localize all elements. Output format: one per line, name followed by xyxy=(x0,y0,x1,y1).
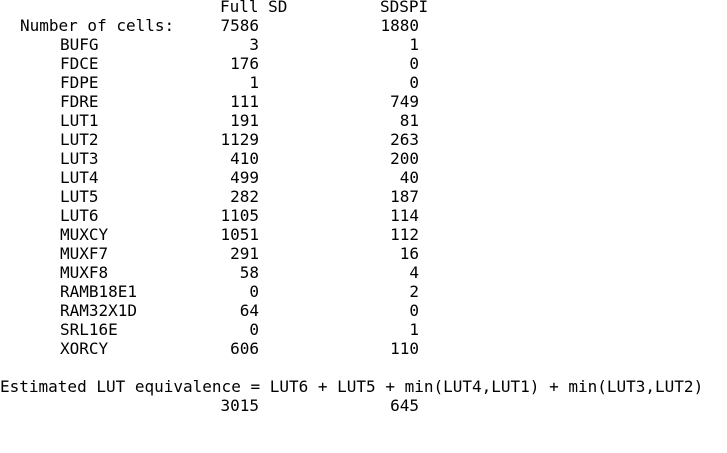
sdspi-count: 1 xyxy=(409,320,419,339)
sdspi-count: 40 xyxy=(399,168,419,187)
cell-type-name: BUFG xyxy=(60,35,99,54)
sdspi-count: 749 xyxy=(390,92,419,111)
full-sd-count: 64 xyxy=(239,301,259,320)
summary-sdspi-value: 1880 xyxy=(380,16,419,35)
sdspi-count: 81 xyxy=(399,111,419,130)
full-sd-count: 3 xyxy=(249,35,259,54)
full-sd-count: 282 xyxy=(230,187,259,206)
cell-type-name: LUT1 xyxy=(60,111,99,130)
cell-type-name: RAMB18E1 xyxy=(60,282,138,301)
cell-type-name: XORCY xyxy=(60,339,109,358)
full-sd-count: 1 xyxy=(249,73,259,92)
summary-label: Number of cells: xyxy=(20,16,175,35)
cell-type-name: RAM32X1D xyxy=(60,301,138,320)
cell-type-name: SRL16E xyxy=(60,320,118,339)
cell-type-name: LUT5 xyxy=(60,187,99,206)
cell-type-name: FDPE xyxy=(60,73,99,92)
sdspi-count: 2 xyxy=(409,282,419,301)
full-sd-count: 1105 xyxy=(220,206,259,225)
estimate-full-sd-value: 3015 xyxy=(220,396,259,415)
full-sd-count: 191 xyxy=(230,111,259,130)
sdspi-count: 0 xyxy=(409,73,419,92)
full-sd-count: 499 xyxy=(230,168,259,187)
summary-row: Number of cells: 7586 1880 xyxy=(0,16,419,35)
column-header-sdspi: SDSPI xyxy=(380,0,429,16)
column-header-full-sd: Full SD xyxy=(220,0,288,16)
sdspi-count: 114 xyxy=(390,206,419,225)
sdspi-count: 263 xyxy=(390,130,419,149)
sdspi-count: 110 xyxy=(390,339,419,358)
estimate-formula: Estimated LUT equivalence = LUT6 + LUT5 … xyxy=(0,377,704,396)
sdspi-count: 187 xyxy=(390,187,419,206)
full-sd-count: 58 xyxy=(239,263,259,282)
cell-type-name: LUT4 xyxy=(60,168,99,187)
cell-type-name: LUT2 xyxy=(60,130,99,149)
full-sd-count: 0 xyxy=(249,282,259,301)
sdspi-count: 4 xyxy=(409,263,419,282)
estimate-values-row: 3015 645 xyxy=(0,396,419,415)
sdspi-count: 200 xyxy=(390,149,419,168)
full-sd-count: 1051 xyxy=(220,225,259,244)
summary-full-sd-value: 7586 xyxy=(220,16,259,35)
estimate-formula-row: Estimated LUT equivalence = LUT6 + LUT5 … xyxy=(0,377,703,396)
full-sd-count: 0 xyxy=(249,320,259,339)
header-row: Full SD SDSPI xyxy=(0,0,428,16)
cell-type-name: MUXCY xyxy=(60,225,109,244)
sdspi-count: 112 xyxy=(390,225,419,244)
cell-type-name: FDCE xyxy=(60,54,99,73)
sdspi-count: 1 xyxy=(409,35,419,54)
cell-type-name: MUXF7 xyxy=(60,244,109,263)
sdspi-count: 0 xyxy=(409,54,419,73)
full-sd-count: 410 xyxy=(230,149,259,168)
estimate-sdspi-value: 645 xyxy=(390,396,419,415)
cell-type-name: MUXF8 xyxy=(60,263,109,282)
full-sd-count: 176 xyxy=(230,54,259,73)
full-sd-count: 111 xyxy=(230,92,259,111)
cell-type-name: FDRE xyxy=(60,92,99,111)
cell-type-name: LUT3 xyxy=(60,149,99,168)
full-sd-count: 606 xyxy=(230,339,259,358)
cell-type-name: LUT6 xyxy=(60,206,99,225)
full-sd-count: 1129 xyxy=(220,130,259,149)
sdspi-count: 0 xyxy=(409,301,419,320)
sdspi-count: 16 xyxy=(399,244,419,263)
full-sd-count: 291 xyxy=(230,244,259,263)
